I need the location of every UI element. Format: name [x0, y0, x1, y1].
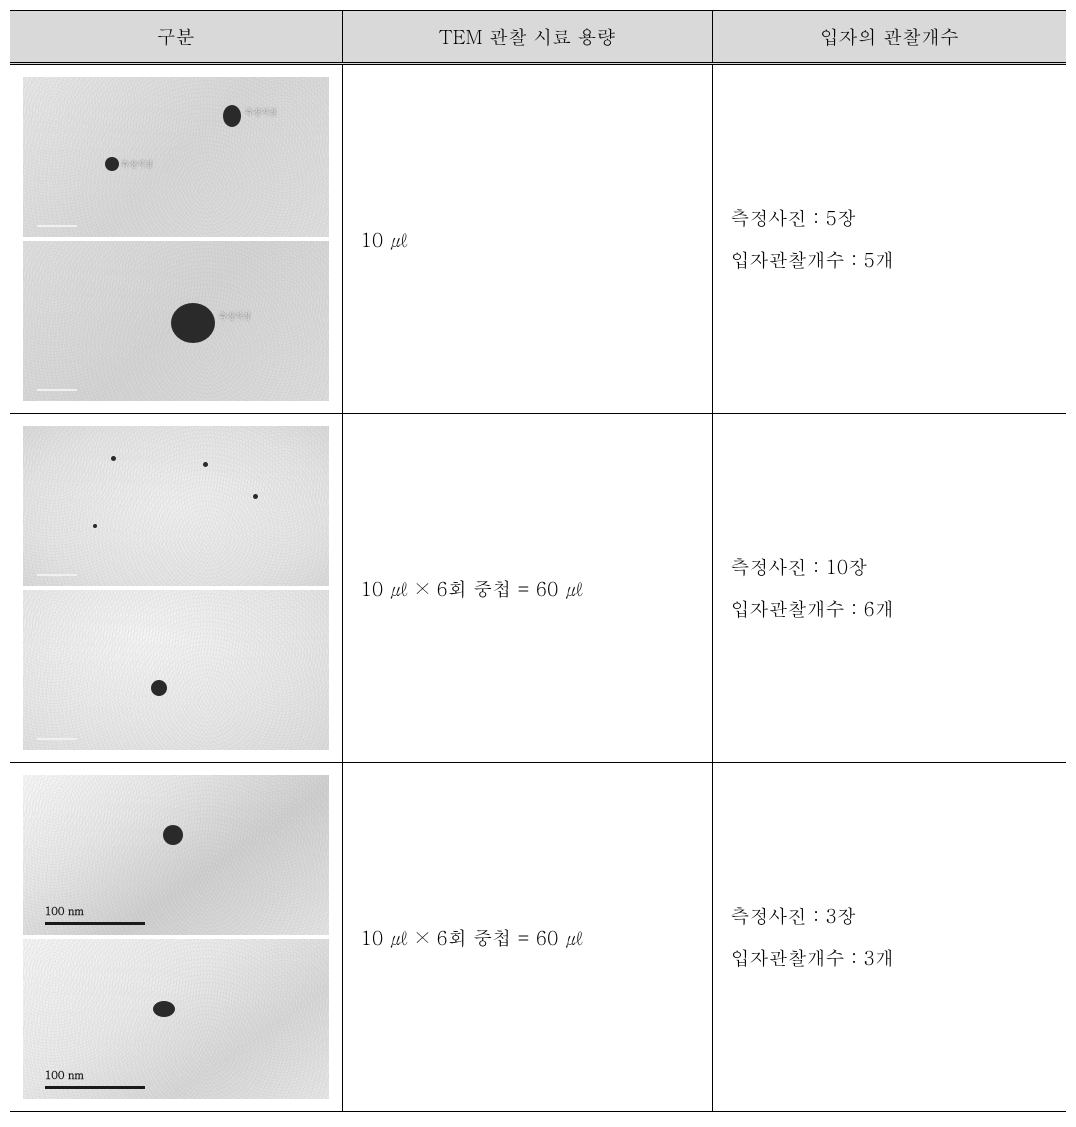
- sample-volume-cell: 10 ㎕ × 6회 중첩 = 60 ㎕: [342, 763, 712, 1112]
- nanoparticle: [93, 524, 97, 528]
- table-body: 측정지점측정지점측정지점10 ㎕측정사진 : 5장입자관찰개수 : 5개10 ㎕…: [10, 64, 1066, 1112]
- nanoparticle: [223, 105, 241, 127]
- tem-micrograph: 100 nm: [23, 775, 329, 935]
- header-count: 입자의 관찰개수: [712, 11, 1066, 64]
- scale-bar: [45, 1086, 145, 1089]
- tem-image-cell: 100 nm 100 nm: [10, 763, 342, 1112]
- scale-bar: [37, 574, 77, 576]
- particle-count-text: 입자관찰개수 : 6개: [731, 588, 1051, 630]
- scale-bar: [37, 738, 77, 740]
- table-header-row: 구분 TEM 관찰 시료 용량 입자의 관찰개수: [10, 11, 1066, 64]
- measurement-annotation: 측정지점: [121, 159, 153, 170]
- noise-texture: [23, 77, 329, 237]
- header-category: 구분: [10, 11, 342, 64]
- nanoparticle: [151, 680, 167, 696]
- observation-count-cell: 측정사진 : 10장입자관찰개수 : 6개: [712, 414, 1066, 763]
- photo-count-text: 측정사진 : 5장: [731, 197, 1051, 239]
- observation-count-cell: 측정사진 : 5장입자관찰개수 : 5개: [712, 64, 1066, 414]
- table-row: 측정지점측정지점측정지점10 ㎕측정사진 : 5장입자관찰개수 : 5개: [10, 64, 1066, 414]
- measurement-annotation: 측정지점: [219, 311, 251, 322]
- tem-micrograph: [23, 590, 329, 750]
- noise-texture: [23, 426, 329, 586]
- nanoparticle: [111, 456, 116, 461]
- nanoparticle: [153, 1001, 175, 1017]
- tem-observation-table: 구분 TEM 관찰 시료 용량 입자의 관찰개수 측정지점측정지점측정지점10 …: [10, 10, 1066, 1112]
- photo-count-text: 측정사진 : 3장: [731, 895, 1051, 937]
- nanoparticle: [203, 462, 208, 467]
- particle-count-text: 입자관찰개수 : 5개: [731, 239, 1051, 281]
- header-volume: TEM 관찰 시료 용량: [342, 11, 712, 64]
- scale-bar: [45, 922, 145, 925]
- scale-bar-label: 100 nm: [45, 904, 84, 919]
- tem-image-cell: [10, 414, 342, 763]
- nanoparticle: [253, 494, 258, 499]
- sample-volume-cell: 10 ㎕ × 6회 중첩 = 60 ㎕: [342, 414, 712, 763]
- particle-count-text: 입자관찰개수 : 3개: [731, 937, 1051, 979]
- nanoparticle: [163, 825, 183, 845]
- sample-volume-cell: 10 ㎕: [342, 64, 712, 414]
- scale-bar: [37, 389, 77, 391]
- table-row: 10 ㎕ × 6회 중첩 = 60 ㎕측정사진 : 10장입자관찰개수 : 6개: [10, 414, 1066, 763]
- table-row: 100 nm100 nm10 ㎕ × 6회 중첩 = 60 ㎕측정사진 : 3장…: [10, 763, 1066, 1112]
- noise-texture: [23, 590, 329, 750]
- measurement-annotation: 측정지점: [245, 107, 277, 118]
- nanoparticle: [171, 303, 215, 343]
- tem-micrograph: 측정지점: [23, 241, 329, 401]
- tem-micrograph: 측정지점측정지점: [23, 77, 329, 237]
- nanoparticle: [105, 157, 119, 171]
- scale-bar: [37, 225, 77, 227]
- scale-bar-label: 100 nm: [45, 1068, 84, 1083]
- tem-micrograph: [23, 426, 329, 586]
- photo-count-text: 측정사진 : 10장: [731, 546, 1051, 588]
- observation-count-cell: 측정사진 : 3장입자관찰개수 : 3개: [712, 763, 1066, 1112]
- tem-micrograph: 100 nm: [23, 939, 329, 1099]
- tem-image-cell: 측정지점측정지점측정지점: [10, 64, 342, 414]
